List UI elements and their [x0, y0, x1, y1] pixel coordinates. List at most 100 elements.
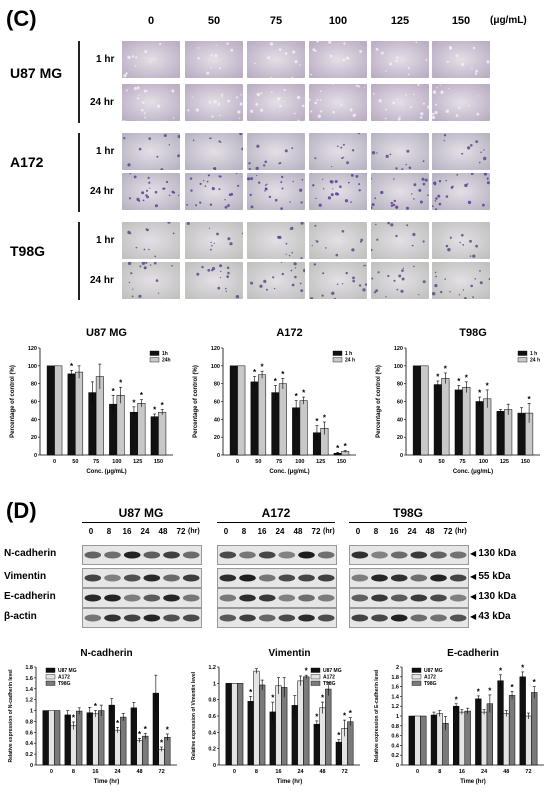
blot-band	[104, 574, 121, 582]
legend-label: U87 MG	[424, 668, 443, 674]
blot-band	[390, 594, 408, 602]
concentration-header: 75	[269, 15, 283, 27]
migration-micrograph	[185, 222, 243, 259]
significance-star: *	[144, 725, 148, 734]
y-tick-label: 1.2	[208, 665, 216, 671]
blot-band	[430, 614, 447, 622]
bar	[150, 416, 159, 456]
x-tick-label: 100	[295, 459, 304, 465]
blot-time-label: 48	[158, 527, 168, 536]
x-tick-label: 0	[50, 769, 53, 775]
migration-micrograph	[247, 84, 305, 121]
blot-strip	[349, 588, 469, 608]
blot-hr-unit: (hr)	[323, 528, 335, 535]
blot-band	[371, 614, 388, 622]
blot-band	[390, 574, 408, 582]
blot-band	[219, 551, 237, 559]
blot-time-label: 48	[425, 527, 435, 536]
protein-label: N-cadherin	[4, 548, 57, 559]
bar	[92, 713, 99, 766]
blot-band	[163, 594, 180, 602]
significance-star: *	[160, 739, 164, 748]
significance-star: *	[70, 362, 74, 371]
panel-d-label: (D)	[6, 498, 37, 523]
kda-text: 130 kDa	[478, 548, 517, 559]
blot-band	[143, 574, 161, 582]
x-tick-label: 50	[72, 459, 78, 465]
y-tick-label: 1.6	[391, 685, 399, 691]
molecular-weight-label: ◀ 43 kDa	[470, 611, 511, 622]
blot-band	[298, 614, 315, 622]
chart-legend: 1 h24 h	[517, 350, 540, 364]
y-tick-label: 1.2	[391, 704, 399, 710]
bar	[253, 670, 260, 766]
blot-time-label: 72	[443, 527, 453, 536]
x-tick-label: 125	[500, 459, 509, 465]
significance-star: *	[486, 381, 490, 390]
bar	[278, 383, 287, 456]
blot-band	[219, 594, 237, 602]
bar	[259, 684, 266, 766]
chart-t98g-migration: T98G 0 20 40 60 80 100 120 Percentage of control…	[376, 327, 540, 475]
y-tick-label: 0.6	[391, 734, 399, 740]
bar	[281, 687, 288, 766]
blot-strip	[217, 545, 337, 565]
migration-micrograph	[309, 41, 367, 78]
y-tick-label: 0.8	[25, 719, 33, 725]
bar	[275, 685, 282, 766]
blot-band	[449, 551, 467, 559]
significance-star: *	[153, 405, 157, 414]
significance-star: *	[343, 712, 347, 721]
x-tick-label: 100	[479, 459, 488, 465]
concentration-header: 150	[451, 15, 471, 27]
y-tick-label: 1	[213, 681, 216, 687]
y-tick-label: 2	[396, 665, 399, 671]
bar	[299, 400, 308, 456]
bar	[517, 412, 526, 456]
significance-star: *	[295, 392, 299, 401]
time-label: 24 hr	[90, 186, 114, 197]
significance-star: *	[271, 694, 275, 703]
blot-strip	[217, 608, 337, 628]
significance-star: *	[344, 442, 348, 451]
blot-band	[123, 574, 141, 582]
bar	[525, 715, 532, 766]
legend-label: 24 h	[530, 358, 540, 364]
x-tick-label: 0	[419, 459, 422, 465]
blot-strip	[217, 588, 337, 608]
row-bracket	[78, 133, 80, 212]
migration-micrograph	[247, 41, 305, 78]
significance-star: *	[337, 731, 341, 740]
significance-star: *	[119, 379, 123, 388]
blot-band	[239, 574, 256, 582]
migration-micrograph	[247, 222, 305, 259]
protein-label: E-cadherin	[4, 591, 56, 602]
y-tick-label: 1.8	[25, 665, 33, 671]
blot-band	[390, 614, 408, 622]
concentration-header: 0	[147, 15, 155, 27]
bar	[441, 378, 450, 456]
y-tick-label: 120	[394, 346, 403, 352]
blot-band	[219, 574, 237, 582]
x-tick-label: 8	[72, 769, 75, 775]
bar	[231, 683, 238, 766]
x-tick-label: 125	[316, 459, 325, 465]
significance-star: *	[510, 683, 514, 692]
blot-group-underline	[217, 522, 335, 523]
blot-band	[182, 594, 200, 602]
concentration-header: 125	[390, 15, 410, 27]
cell-line-label: T98G	[10, 243, 46, 259]
blot-band	[84, 594, 102, 602]
x-tick-label: 125	[133, 459, 142, 465]
blot-time-label: 0	[355, 527, 361, 536]
y-tick-label: 0.2	[25, 752, 33, 758]
migration-micrograph	[247, 173, 305, 210]
legend-label: A172	[58, 675, 70, 681]
bar	[46, 365, 55, 456]
legend-swatch	[45, 680, 56, 686]
migration-micrograph	[371, 222, 429, 259]
protein-label: Vimentin	[4, 571, 47, 582]
y-tick-label: 0.6	[208, 714, 216, 720]
legend-swatch	[310, 667, 321, 673]
y-axis-label: Relative expression of Vimentin level	[191, 671, 197, 760]
